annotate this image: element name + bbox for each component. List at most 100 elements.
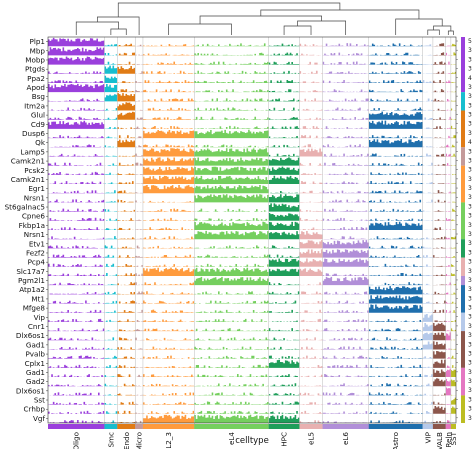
track-sst-el6 [322, 402, 369, 405]
track-mfge8-smc [104, 310, 118, 313]
track-plp1-oligo [48, 37, 105, 47]
track-scale-label: 3 [468, 167, 472, 174]
track-sst-smc [104, 403, 118, 405]
track-vip-el6 [322, 319, 369, 322]
track-pgm2l1-el4 [194, 276, 269, 286]
track-mbp-reln [445, 52, 451, 56]
track-etv1-el6 [322, 240, 369, 249]
track-slc17a7-astro [368, 272, 423, 276]
track-qk-sst [450, 144, 456, 148]
track-cplx1-smc [104, 365, 118, 368]
track-cnr1-micro [135, 329, 143, 332]
track-scale-label: 3 [468, 387, 472, 394]
track-cnr1-el5 [299, 329, 323, 332]
track-pvalb-astro [368, 356, 423, 359]
gene-group-bar [461, 202, 465, 240]
track-ppa2-el4 [194, 80, 269, 83]
dendrogram-link [297, 20, 347, 35]
track-vip-oligo [48, 318, 105, 322]
track-pgm2l1-sst [450, 284, 456, 286]
track-fezf2-el5 [299, 249, 323, 258]
track-scale-label: 3 [468, 84, 472, 91]
track-sst-el2_3 [142, 401, 195, 405]
track-mbp-micro [135, 54, 143, 56]
gene-label: Mfge8 [23, 304, 46, 313]
track-fezf2-vip [422, 255, 433, 258]
celltype-label: Micro [135, 432, 144, 449]
track-vip-pvalb [432, 320, 446, 322]
track-cplx1-endo [117, 365, 136, 368]
track-lamp5-endo [117, 155, 136, 157]
track-nrsn1-el4 [194, 194, 269, 203]
track-etv1-endo [117, 246, 136, 249]
track-itm2a-sst [450, 108, 456, 111]
track-itm2a-oligo [48, 107, 105, 111]
track-mobp-astro [368, 61, 423, 65]
gene-group-bar [461, 165, 465, 203]
track-fkbp1a-hpc [268, 221, 300, 230]
track-qk-micro [135, 145, 143, 148]
track-pcp4-oligo [48, 263, 105, 267]
track-vip-el4 [194, 318, 269, 322]
track-plp1-el6 [322, 43, 369, 47]
gene-label: Itm2a [24, 101, 45, 110]
track-pcp4-astro [368, 263, 423, 267]
track-mt1-hpc [268, 300, 300, 304]
track-sst-sst [450, 397, 456, 405]
track-cplx1-el6 [322, 364, 369, 368]
track-vgf-el5 [299, 420, 323, 423]
track-etv1-sst [450, 247, 456, 249]
track-scale-label: 3 [468, 66, 472, 73]
track-mfge8-sst [450, 310, 456, 313]
track-dlx6os1-smc [104, 394, 118, 396]
gene-label: Dlx6os1 [16, 331, 45, 340]
track-scale-label: 3 [468, 148, 472, 155]
track-st6galnac5-endo [117, 209, 136, 212]
track-crhbp-reln [445, 413, 451, 414]
track-mfge8-oligo [48, 309, 105, 313]
track-mfge8-pvalb [432, 309, 446, 313]
track-etv1-micro [135, 245, 143, 249]
track-atp1a2-reln [445, 292, 451, 295]
track-sst-pvalb [432, 401, 446, 405]
track-mobp-pvalb [432, 61, 446, 65]
track-lamp5-micro [135, 153, 143, 157]
track-nrsn1-reln [445, 201, 451, 203]
track-qk-vip [422, 146, 433, 148]
dendrogram-link [168, 23, 232, 35]
track-mbp-oligo [48, 47, 105, 56]
track-pgm2l1-el6 [322, 276, 369, 286]
track-itm2a-reln [445, 109, 451, 111]
track-pgm2l1-vip [422, 283, 433, 286]
track-bsg-el2_3 [142, 98, 195, 102]
track-vgf-reln [445, 420, 451, 423]
track-ppa2-sst [450, 82, 456, 83]
track-pgm2l1-endo [117, 282, 136, 286]
track-cplx1-sst [450, 365, 456, 368]
track-vgf-pvalb [432, 420, 446, 423]
track-pcsk2-oligo [48, 171, 105, 175]
track-dusp6-el2_3 [142, 129, 195, 139]
track-camk2n1-reln [445, 163, 451, 166]
track-pcsk2-vip [422, 173, 433, 175]
track-ptgds-reln [445, 73, 451, 74]
track-ppa2-el2_3 [142, 80, 195, 83]
track-gad1-pvalb [432, 341, 446, 350]
track-camk2n1-sst [450, 183, 456, 185]
track-dusp6-vip [422, 137, 433, 139]
track-fezf2-sst [450, 256, 456, 258]
track-cd9-el4 [194, 125, 269, 129]
track-qk-oligo [48, 144, 105, 148]
track-lamp5-el4 [194, 148, 269, 157]
track-apod-el6 [322, 89, 369, 93]
track-slc17a7-el5 [299, 268, 323, 276]
track-camk2n1-pvalb [432, 183, 446, 185]
dendrogram-link [283, 25, 312, 35]
track-gad1-endo [117, 347, 136, 350]
track-cnr1-el6 [322, 328, 369, 332]
track-itm2a-hpc [268, 107, 300, 111]
track-fkbp1a-micro [135, 229, 143, 230]
track-cnr1-el4 [194, 328, 269, 332]
track-camk2n1-vip [422, 182, 433, 185]
